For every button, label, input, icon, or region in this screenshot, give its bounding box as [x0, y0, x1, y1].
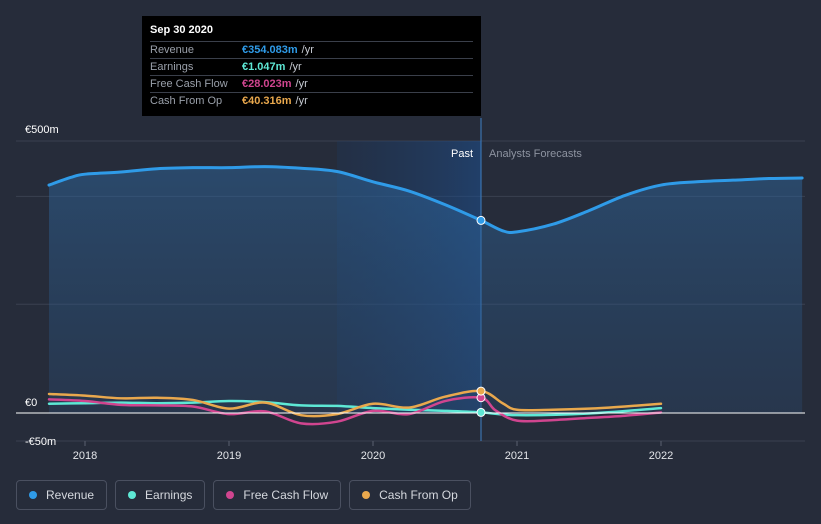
legend-label: Revenue [46, 488, 95, 502]
legend-item-earnings[interactable]: Earnings [115, 480, 206, 510]
legend-dot-icon [362, 491, 371, 499]
x-tick-label: 2020 [361, 450, 385, 462]
revenue-marker [476, 215, 486, 225]
x-axis: 2018 2019 2020 2021 2022 [73, 441, 673, 462]
tooltip-row-revenue: Revenue €354.083m /yr [150, 41, 473, 58]
legend: Revenue Earnings Free Cash Flow Cash Fro… [16, 480, 471, 510]
x-tick-label: 2019 [217, 450, 241, 462]
legend-dot-icon [128, 491, 137, 499]
tooltip-date: Sep 30 2020 [150, 24, 213, 36]
tooltip-label: Cash From Op [150, 95, 223, 107]
y-axis: €500m €0 -€50m [25, 124, 59, 448]
legend-dot-icon [226, 491, 235, 499]
past-label: Past [451, 148, 473, 160]
tooltip-unit: /yr [295, 95, 308, 107]
revenue-line [47, 165, 804, 234]
legend-dot-icon [29, 491, 37, 499]
tooltip-value: €354.083m [242, 44, 298, 56]
legend-label: Earnings [145, 488, 193, 502]
tooltip-value: €1.047m [242, 61, 286, 73]
tooltip-label: Earnings [150, 61, 194, 73]
earnings-marker [476, 407, 486, 417]
tooltip-row-free-cash-flow: Free Cash Flow €28.023m /yr [150, 75, 473, 92]
y-tick-label: €500m [25, 124, 59, 136]
tooltip-row-cash-from-op: Cash From Op €40.316m /yr [150, 92, 473, 109]
legend-item-revenue[interactable]: Revenue [16, 480, 108, 510]
tooltip-value: €40.316m [242, 95, 292, 107]
markers [476, 215, 486, 417]
forecast-label: Analysts Forecasts [489, 148, 582, 160]
legend-label: Free Cash Flow [243, 488, 329, 502]
tooltip-label: Revenue [150, 44, 195, 56]
cash-from-op-line [47, 389, 663, 418]
x-tick-label: 2021 [505, 450, 529, 462]
legend-item-free-cash-flow[interactable]: Free Cash Flow [213, 480, 342, 510]
tooltip: Sep 30 2020 Revenue €354.083m /yr Earnin… [142, 16, 481, 116]
tooltip-unit: /yr [289, 61, 302, 73]
y-tick-label: €0 [25, 397, 37, 409]
series-layer [47, 165, 804, 426]
revenue-area [49, 166, 803, 413]
cash-from-op-marker [476, 386, 486, 396]
legend-item-cash-from-op[interactable]: Cash From Op [349, 480, 471, 510]
tooltip-label: Free Cash Flow [150, 78, 228, 90]
tooltip-row-earnings: Earnings €1.047m /yr [150, 58, 473, 75]
y-tick-label: -€50m [25, 436, 56, 448]
tooltip-value: €28.023m [242, 78, 292, 90]
x-tick-label: 2022 [649, 450, 673, 462]
free-cash-flow-line [47, 395, 663, 426]
legend-label: Cash From Op [379, 488, 458, 502]
tooltip-unit: /yr [295, 78, 308, 90]
x-tick-label: 2018 [73, 450, 97, 462]
tooltip-unit: /yr [301, 44, 314, 56]
